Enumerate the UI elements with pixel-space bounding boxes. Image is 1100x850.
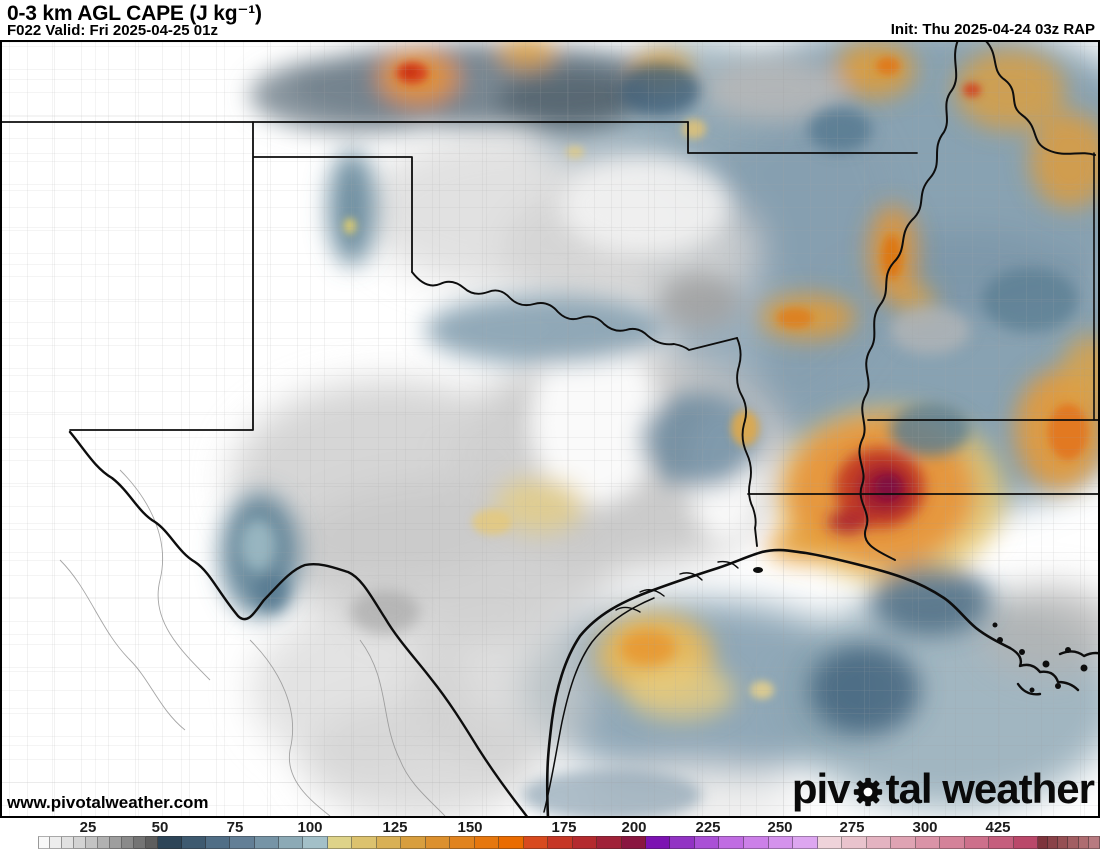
coastal-marsh-shapes [753, 567, 1088, 693]
logo-text-left: piv [791, 765, 851, 812]
colorbar-cell [622, 836, 646, 849]
colorbar-tick-label: 75 [226, 819, 244, 836]
colorbar-cell [867, 836, 891, 849]
colorbar-cell [916, 836, 940, 849]
colorbar-tick-label: 50 [151, 819, 169, 836]
colorbar-cell [62, 836, 74, 849]
colorbar-tick-label: 200 [621, 819, 647, 836]
colorbar-cell [793, 836, 818, 849]
colorbar-cell [377, 836, 401, 849]
colorbar-cells [38, 836, 1100, 849]
colorbar-cell [352, 836, 377, 849]
colorbar-cell [50, 836, 62, 849]
colorbar-cell [597, 836, 622, 849]
colorbar-cell [303, 836, 328, 849]
state-borders [0, 40, 1100, 818]
colorbar-cell [98, 836, 110, 849]
gear-icon [851, 775, 885, 809]
pivotal-weather-logo: piv tal weather [791, 765, 1095, 812]
logo-text-right: tal weather [885, 765, 1095, 812]
colorbar-cell [965, 836, 989, 849]
init-time-text: Init: Thu 2025-04-24 03z RAP [890, 21, 1095, 38]
colorbar-cell [1058, 836, 1068, 849]
colorbar-cell [744, 836, 769, 849]
colorbar-tick-label: 100 [297, 819, 323, 836]
colorbar-cell [842, 836, 867, 849]
colorbar-cell [86, 836, 98, 849]
colorbar-cell [206, 836, 230, 849]
cape-map-canvas[interactable] [0, 40, 1100, 818]
colorbar-cell [1038, 836, 1048, 849]
colorbar-cell [989, 836, 1014, 849]
colorbar-cell [646, 836, 670, 849]
colorbar-cell [670, 836, 695, 849]
colorbar-cell [573, 836, 597, 849]
colorbar-cell [450, 836, 475, 849]
colorbar-cell [1014, 836, 1038, 849]
colorbar-cell [182, 836, 206, 849]
colorbar-cell [426, 836, 450, 849]
colorbar-cell [1068, 836, 1079, 849]
page-title: 0-3 km AGL CAPE (J kg⁻¹) [7, 2, 262, 25]
colorbar-cell [475, 836, 499, 849]
colorbar-tick-label: 250 [767, 819, 793, 836]
colorbar-cell [134, 836, 146, 849]
colorbar-tick-label: 225 [695, 819, 721, 836]
colorbar-cell [158, 836, 182, 849]
colorbar-labels: 25 50 75 100 125 150 175 200 225 250 275 300 425 [0, 818, 1100, 836]
colorbar-cell [769, 836, 793, 849]
colorbar-cell [230, 836, 255, 849]
colorbar-tick-label: 125 [382, 819, 408, 836]
colorbar-cell [401, 836, 426, 849]
colorbar-cell [1048, 836, 1058, 849]
colorbar-cell [548, 836, 573, 849]
colorbar-tick-label: 275 [839, 819, 865, 836]
colorbar-cell [328, 836, 352, 849]
colorbar-cell [499, 836, 524, 849]
colorbar-cell [122, 836, 134, 849]
forecast-map[interactable]: www.pivotalweather.com piv tal weather [0, 40, 1100, 818]
colorbar: 25 50 75 100 125 150 175 200 225 250 275 300 425 [0, 818, 1100, 850]
colorbar-cell [1079, 836, 1089, 849]
colorbar-cell [146, 836, 158, 849]
header: 0-3 km AGL CAPE (J kg⁻¹) F022 Valid: Fri… [0, 0, 1100, 40]
colorbar-cell [940, 836, 965, 849]
colorbar-tick-label: 25 [79, 819, 97, 836]
colorbar-tick-label: 425 [985, 819, 1011, 836]
colorbar-cell [719, 836, 744, 849]
valid-time-text: F022 Valid: Fri 2025-04-25 01z [7, 22, 218, 39]
colorbar-cell [695, 836, 719, 849]
colorbar-cell [1089, 836, 1100, 849]
colorbar-cell [38, 836, 50, 849]
watermark-url: www.pivotalweather.com [7, 793, 209, 812]
colorbar-tick-label: 150 [457, 819, 483, 836]
colorbar-tick-label: 300 [912, 819, 938, 836]
colorbar-cell [74, 836, 86, 849]
colorbar-cell [110, 836, 122, 849]
colorbar-cell [891, 836, 916, 849]
colorbar-tick-label: 175 [551, 819, 577, 836]
colorbar-cell [818, 836, 842, 849]
colorbar-cell [255, 836, 279, 849]
colorbar-cell [524, 836, 548, 849]
colorbar-cell [279, 836, 303, 849]
